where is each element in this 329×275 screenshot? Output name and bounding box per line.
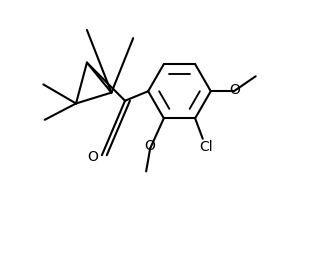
Text: O: O (229, 83, 240, 97)
Text: Cl: Cl (199, 140, 213, 154)
Text: O: O (88, 150, 99, 164)
Text: O: O (144, 139, 155, 153)
